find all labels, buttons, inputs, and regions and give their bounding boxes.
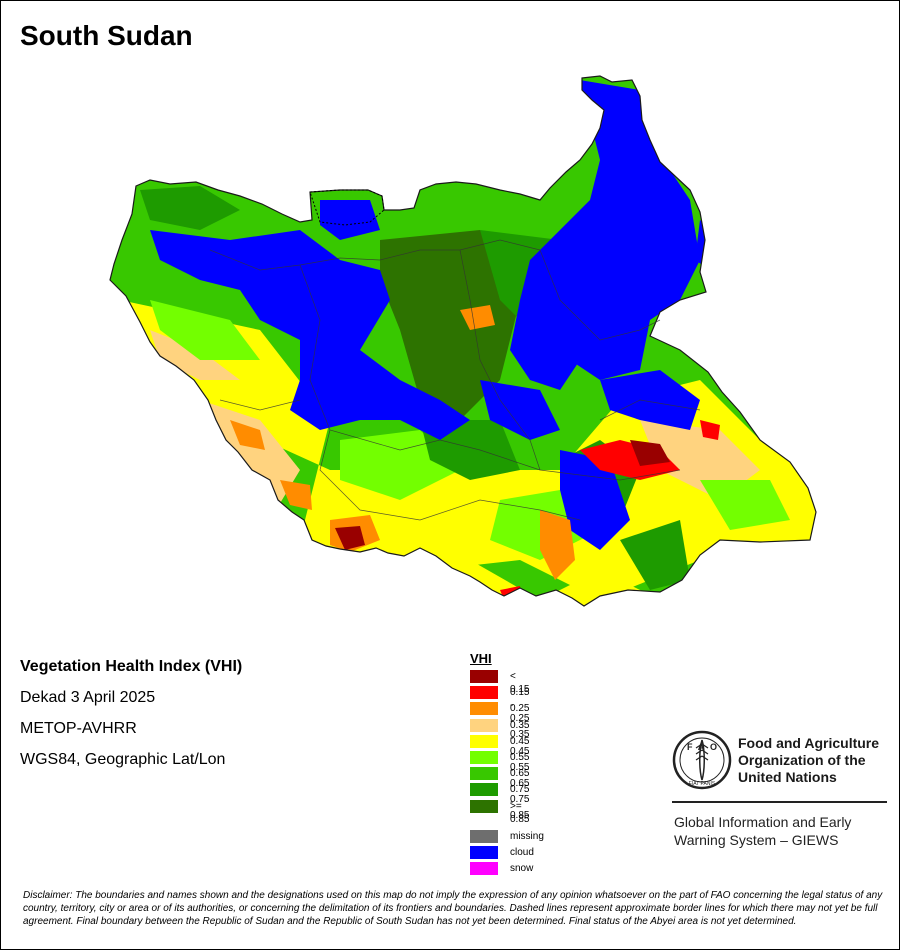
legend-class-swatch [470,767,498,781]
projection-label: WGS84, Geographic Lat/Lon [20,751,226,768]
legend-other-label: cloud [510,846,534,858]
legend-class-item: 0.55 - 0.65 [470,750,529,789]
legend-other-label: missing [510,830,544,842]
legend-class-label: 0.45 - 0.55 [510,735,530,773]
legend-class-item: 0.15 - 0.25 [470,685,529,724]
legend-other-item: cloud [470,845,534,861]
legend-class-swatch [470,702,498,716]
sensor-label: METOP-AVHRR [20,720,137,737]
legend-class-item: 0.35 - 0.45 [470,718,529,757]
vhi-map [109,75,817,607]
legend-class-label: 0.75 - 0.85 [510,784,530,822]
legend-class-swatch [470,750,498,764]
fao-org-name: Food and Agriculture Organization of the… [738,735,898,786]
legend: VHI < 0.15 0.15 - 0.25 0.25 - 0.35 0.35 - 0… [470,651,544,878]
giews-line-2: Warning System – GIEWS [674,832,839,848]
legend-other-swatch [470,845,498,859]
map-title: South Sudan [20,20,193,51]
legend-other-swatch [470,829,498,843]
legend-class-label: < 0.15 [510,671,530,695]
legend-class-swatch [470,686,498,700]
legend-class-item: >= 0.85 [470,799,529,825]
period-label: Dekad 3 April 2025 [20,689,156,706]
legend-other-item: missing [470,829,544,845]
fao-logo-icon: FAO FIAT PANIS [672,730,732,790]
legend-other-swatch [470,862,498,876]
legend-class-label: 0.65 - 0.75 [510,768,530,806]
legend-class-swatch [470,718,498,732]
org-line-1: Food and Agriculture [738,735,880,751]
map-info: Vegetation Health Index (VHI) Dekad 3 Ap… [20,656,242,780]
legend-class-label: 0.15 - 0.25 [510,687,530,725]
legend-other-item: snow [470,861,533,877]
legend-class-label: >= 0.85 [510,800,530,825]
legend-class-item: < 0.15 [470,669,529,695]
legend-class-label: 0.35 - 0.45 [510,719,530,757]
legend-class-item: 0.45 - 0.55 [470,734,529,773]
org-line-2: Organization of the [738,752,866,768]
legend-other-label: snow [510,863,534,875]
giews-name: Global Information and Early Warning Sys… [674,813,889,849]
index-name: Vegetation Health Index (VHI) [20,658,243,675]
org-line-3: United Nations [738,769,837,785]
disclaimer: Disclaimer: The boundaries and names sho… [23,890,883,927]
fao-logo-text: FAO [687,742,717,752]
legend-class-item: 0.25 - 0.35 [470,701,529,740]
giews-line-1: Global Information and Early [674,814,852,830]
legend-class-swatch [470,799,498,813]
legend-class-item: 0.75 - 0.85 [470,782,529,821]
legend-class-swatch [470,783,498,797]
legend-class-label: 0.25 - 0.35 [510,703,530,741]
legend-title: VHI [470,651,492,666]
legend-classes: < 0.15 0.15 - 0.25 0.25 - 0.35 0.35 - 0.45 0… [470,669,529,825]
legend-other: missing cloud snow [470,829,544,878]
legend-class-label: 0.55 - 0.65 [510,751,530,789]
divider [672,801,887,803]
legend-class-item: 0.65 - 0.75 [470,766,529,805]
legend-class-swatch [470,670,498,683]
legend-class-swatch [470,734,498,748]
fao-logo-motto: FIAT PANIS [689,781,716,787]
